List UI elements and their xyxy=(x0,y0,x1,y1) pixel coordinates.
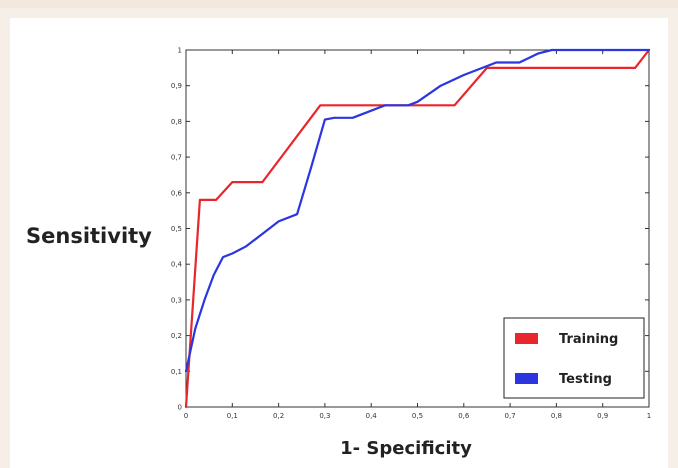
x-tick-label: 0,2 xyxy=(273,412,284,420)
y-tick-label: 0,3 xyxy=(171,296,182,304)
x-tick-label: 0,7 xyxy=(505,412,516,420)
y-tick-label: 0 xyxy=(178,404,182,412)
x-tick-label: 1 xyxy=(647,412,651,420)
plot-axes: 0 0,1 0,2 0,3 0,4 0,5 0,6 0,7 0,8 0,9 1 0 0,1 0,2 0,3 0… xyxy=(171,47,651,421)
y-tick-label: 0,6 xyxy=(171,189,183,197)
x-tick-label: 0,6 xyxy=(458,412,470,420)
x-tick-label: 0 xyxy=(184,412,188,420)
y-tick-label: 0,2 xyxy=(171,332,182,340)
y-tick-label: 0,7 xyxy=(171,154,182,162)
x-tick-label: 0,3 xyxy=(319,412,330,420)
legend-swatch-testing xyxy=(515,373,538,384)
x-tick-label: 0,4 xyxy=(366,412,378,420)
y-tick-label: 0,1 xyxy=(171,368,182,376)
legend-box xyxy=(503,317,645,399)
y-axis-label: Sensitivity xyxy=(26,224,152,248)
legend-label-training: Training xyxy=(559,332,618,347)
y-tick-label: 0,9 xyxy=(171,82,182,90)
legend: Training Testing xyxy=(503,317,645,399)
legend-label-testing: Testing xyxy=(559,372,612,387)
roc-chart: Sensitivity 1- Specificity 0 0,1 0,2 0,3 0,4… xyxy=(26,47,651,460)
chart-panel: Sensitivity 1- Specificity 0 0,1 0,2 0,3 0,4… xyxy=(10,18,668,468)
x-tick-label: 0,5 xyxy=(412,412,423,420)
y-tick-label: 1 xyxy=(178,47,182,55)
series-line-training xyxy=(184,48,651,409)
legend-swatch-training xyxy=(515,333,538,344)
y-tick-label: 0,5 xyxy=(171,225,182,233)
plot-lines xyxy=(184,48,651,409)
x-tick-label: 0,9 xyxy=(597,412,608,420)
y-tick-label: 0,8 xyxy=(171,118,182,126)
y-tick-label: 0,4 xyxy=(171,261,183,269)
x-axis-label: 1- Specificity xyxy=(340,438,472,459)
x-tick-label: 0,8 xyxy=(551,412,562,420)
x-tick-label: 0,1 xyxy=(227,412,238,420)
series-line-testing xyxy=(184,48,651,373)
